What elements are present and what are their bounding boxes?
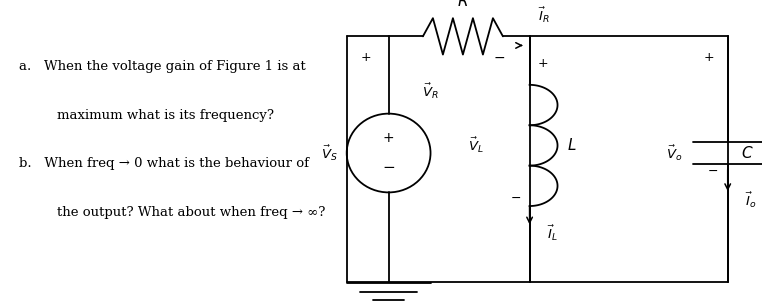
Text: a.   When the voltage gain of Figure 1 is at: a. When the voltage gain of Figure 1 is … [19,60,306,73]
Text: L: L [567,138,576,153]
Text: maximum what is its frequency?: maximum what is its frequency? [57,109,274,122]
Text: +: + [360,51,371,64]
Text: −: − [707,165,718,178]
Text: $\vec{V}_R$: $\vec{V}_R$ [422,81,439,101]
Text: $\vec{I}_R$: $\vec{I}_R$ [537,5,549,25]
Text: +: + [538,57,549,70]
Text: −: − [511,192,521,205]
Text: +: + [703,51,714,64]
Text: $\vec{V}_S$: $\vec{V}_S$ [321,143,338,163]
Text: −: − [383,161,395,175]
Text: $\vec{I}_o$: $\vec{I}_o$ [745,190,756,210]
Text: $\vec{I}_L$: $\vec{I}_L$ [547,224,558,243]
Text: $\vec{V}_L$: $\vec{V}_L$ [469,136,484,155]
Text: b.   When freq → 0 what is the behaviour of: b. When freq → 0 what is the behaviour o… [19,157,309,170]
Text: C: C [741,145,752,161]
Text: $\vec{V}_o$: $\vec{V}_o$ [666,143,683,163]
Text: the output? What about when freq → ∞?: the output? What about when freq → ∞? [57,206,325,218]
Text: R: R [458,0,468,9]
Text: +: + [383,131,395,145]
Text: −: − [493,51,505,65]
